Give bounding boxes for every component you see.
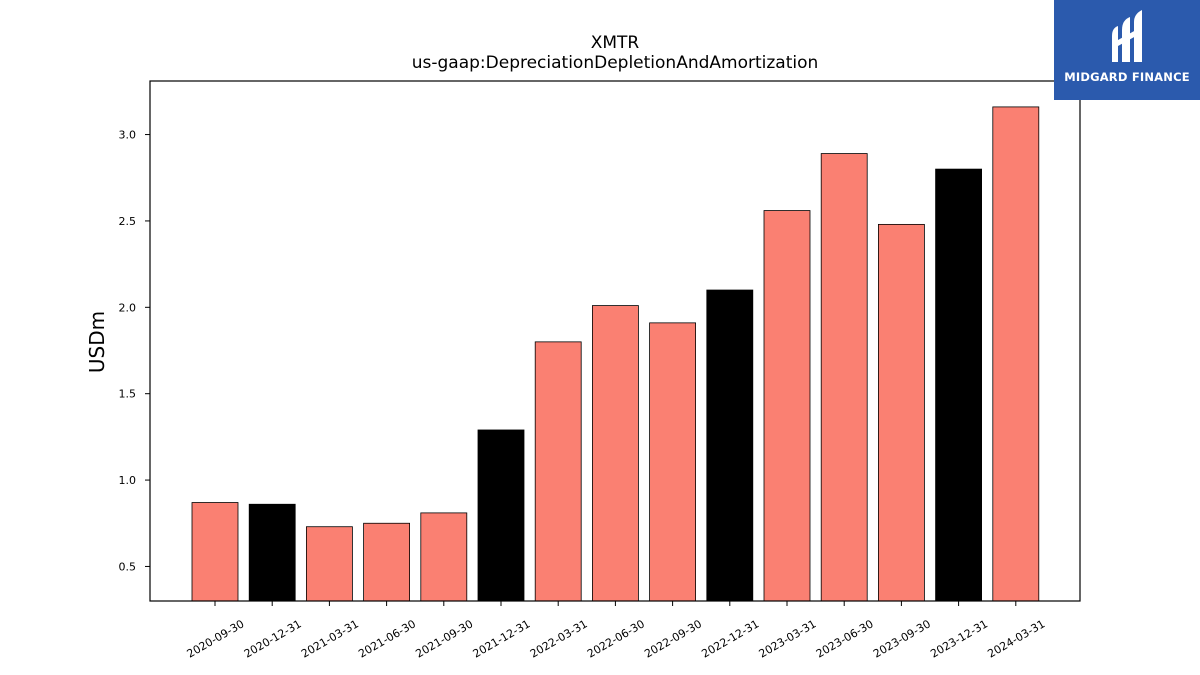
x-tick-label: 2023-12-31 (928, 617, 990, 660)
x-tick-label: 2023-09-30 (871, 617, 933, 660)
x-tick-label: 2022-09-30 (642, 617, 704, 660)
x-tick-label: 2023-03-31 (757, 617, 819, 660)
x-tick-label: 2021-03-31 (299, 617, 361, 660)
bar-2020-09-30 (191, 502, 239, 602)
y-tick-label: 3.0 (119, 129, 137, 142)
midgard-logo-icon (1112, 10, 1142, 62)
bar-2021-09-30 (420, 512, 468, 602)
x-tick-label: 2021-12-31 (471, 617, 533, 660)
bar-2021-06-30 (363, 522, 411, 602)
bar-2022-12-31 (706, 289, 754, 602)
x-tick-label: 2021-09-30 (413, 617, 475, 660)
bar-2024-03-31 (992, 106, 1040, 602)
bar-2021-12-31 (477, 429, 525, 602)
bar-2020-12-31 (248, 503, 296, 602)
x-tick-label: 2020-09-30 (185, 617, 247, 660)
bar-2023-12-31 (935, 168, 982, 602)
y-tick-label: 2.5 (119, 215, 137, 228)
y-tick-label: 1.5 (119, 388, 137, 401)
x-axis-ticks: 2020-09-302020-12-312021-03-312021-06-30… (185, 601, 1047, 661)
x-tick-label: 2022-06-30 (585, 617, 647, 660)
bar-2022-03-31 (534, 341, 582, 602)
x-tick-label: 2022-12-31 (699, 617, 761, 660)
x-tick-label: 2020-12-31 (242, 617, 304, 660)
x-tick-label: 2021-06-30 (356, 617, 418, 660)
y-axis-label: USDm (85, 311, 109, 373)
y-tick-label: 2.0 (119, 301, 137, 314)
x-tick-label: 2022-03-31 (528, 617, 590, 660)
bar-2022-09-30 (649, 322, 696, 602)
chart-subtitle: us-gaap:DepreciationDepletionAndAmortiza… (412, 53, 819, 73)
bar-2021-03-31 (305, 526, 353, 602)
bar-2023-06-30 (820, 153, 868, 602)
chart-title: XMTR (591, 33, 640, 53)
bar-2023-03-31 (763, 210, 811, 602)
y-tick-label: 1.0 (119, 474, 137, 487)
y-tick-label: 0.5 (119, 560, 137, 573)
bars-group (191, 106, 1040, 602)
bar-2023-09-30 (878, 223, 925, 602)
plot-frame (149, 80, 1081, 602)
x-tick-label: 2024-03-31 (985, 617, 1047, 660)
logo-text: MIDGARD FINANCE (1064, 70, 1190, 84)
logo: MIDGARD FINANCE (1054, 0, 1200, 100)
x-tick-label: 2023-06-30 (814, 617, 876, 660)
bar-2022-06-30 (592, 305, 639, 602)
y-axis-ticks: 0.5 1.0 1.5 2.0 2.5 3.0 (119, 129, 150, 573)
